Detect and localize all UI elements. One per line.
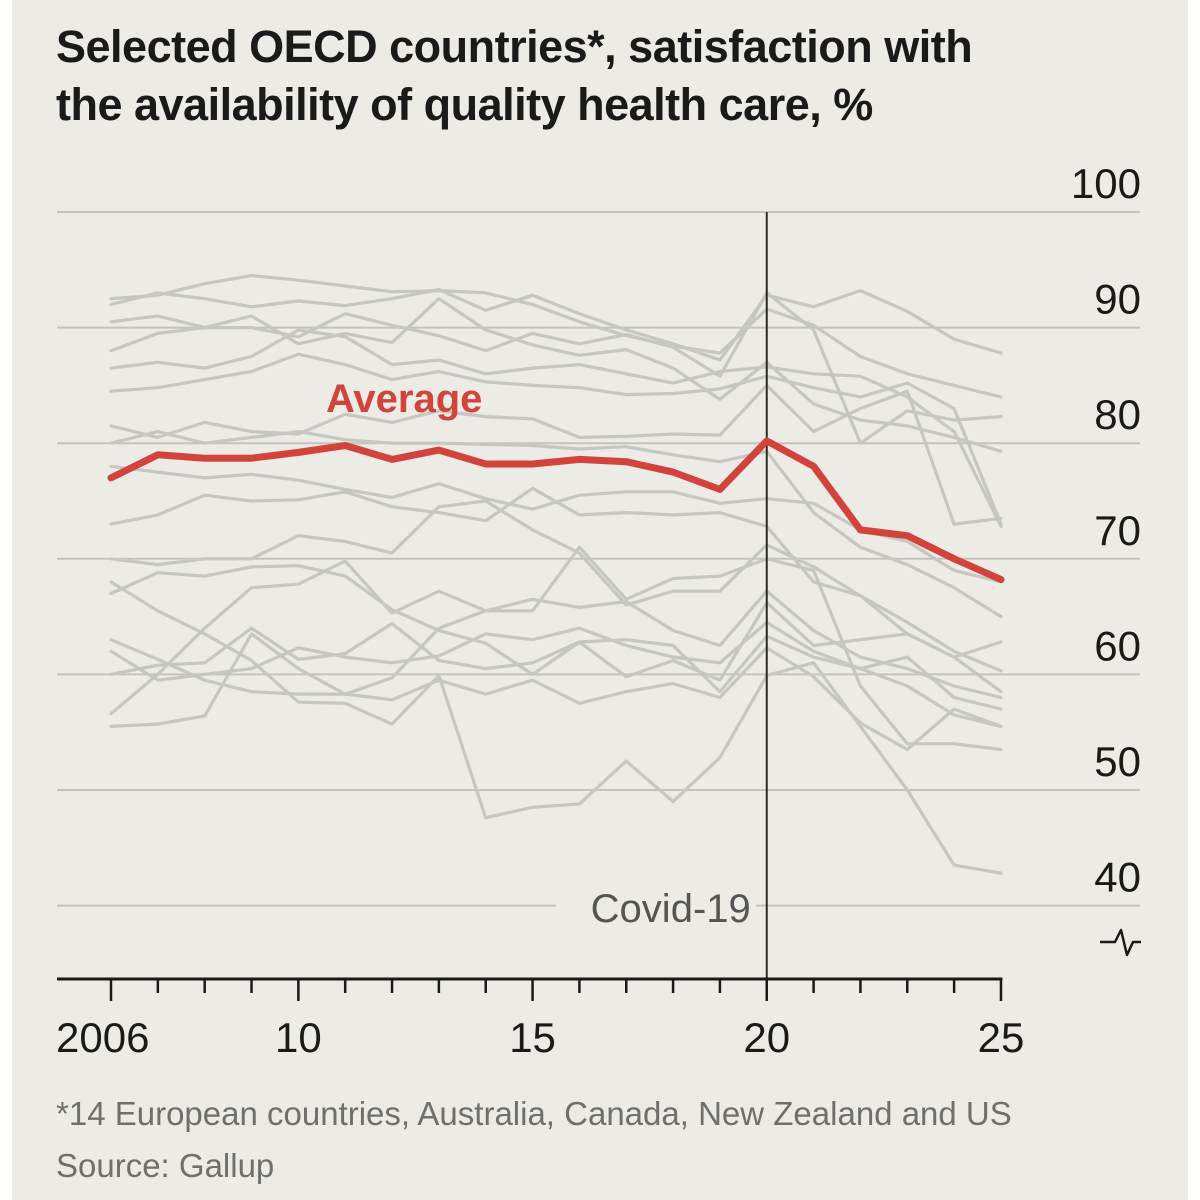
- country-line-13: [109, 559, 1003, 716]
- covid-marker: Covid-19: [556, 212, 768, 979]
- country-line-9: [109, 464, 1003, 584]
- country-line-10: [109, 486, 1003, 673]
- y-tick-label-60: 60: [1094, 622, 1141, 669]
- country-line-8: [109, 430, 1003, 619]
- average-line: [107, 437, 1005, 584]
- country-line-2: [109, 274, 1003, 399]
- chart-title: Selected OECD countries*, satisfaction w…: [56, 18, 1156, 134]
- country-line-3: [109, 291, 1003, 445]
- country-line-6: [109, 352, 1003, 526]
- chart-title-line-2: the availability of quality health care,…: [56, 79, 873, 130]
- country-line-15: [109, 638, 1003, 752]
- country-line-4: [109, 297, 1003, 453]
- covid-label: Covid-19: [591, 887, 751, 931]
- footnote-note: *14 European countries, Australia, Canad…: [56, 1095, 1012, 1132]
- y-tick-label-80: 80: [1094, 391, 1141, 438]
- country-line-7: [109, 383, 1003, 526]
- axis-break-icon: [1100, 928, 1141, 957]
- footnote-source: Source: Gallup: [56, 1147, 275, 1184]
- country-line-11: [109, 499, 1003, 694]
- country-line-5: [109, 328, 1003, 529]
- country-series: [109, 274, 1003, 875]
- x-tick-label-15: 15: [509, 1014, 556, 1061]
- country-line-1: [109, 287, 1003, 362]
- country-line-17: [109, 564, 1003, 682]
- x-tick-label-2006: 2006: [56, 1014, 149, 1061]
- average-series: Average: [107, 377, 1005, 584]
- country-line-18: [109, 620, 1003, 729]
- y-tick-label-90: 90: [1094, 276, 1141, 323]
- x-tick-label-10: 10: [275, 1014, 322, 1061]
- y-tick-label-40: 40: [1094, 854, 1141, 901]
- chart-footnote: *14 European countries, Australia, Canad…: [56, 1088, 1176, 1192]
- y-axis-labels: 100 90 80 70 60 50 40: [1071, 160, 1141, 957]
- country-line-16: [109, 545, 1003, 752]
- average-label: Average: [326, 377, 482, 421]
- x-axis: 2006 10 15 20 25: [56, 977, 1025, 1061]
- chart-card: Selected OECD countries*, satisfaction w…: [12, 0, 1188, 1200]
- y-tick-label-70: 70: [1094, 507, 1141, 554]
- chart-title-line-1: Selected OECD countries*, satisfaction w…: [56, 21, 973, 72]
- x-tick-label-25: 25: [978, 1014, 1025, 1061]
- y-tick-label-100: 100: [1071, 160, 1141, 207]
- covid-label-bg: [556, 880, 756, 936]
- y-tick-label-50: 50: [1094, 738, 1141, 785]
- x-tick-label-20: 20: [743, 1014, 790, 1061]
